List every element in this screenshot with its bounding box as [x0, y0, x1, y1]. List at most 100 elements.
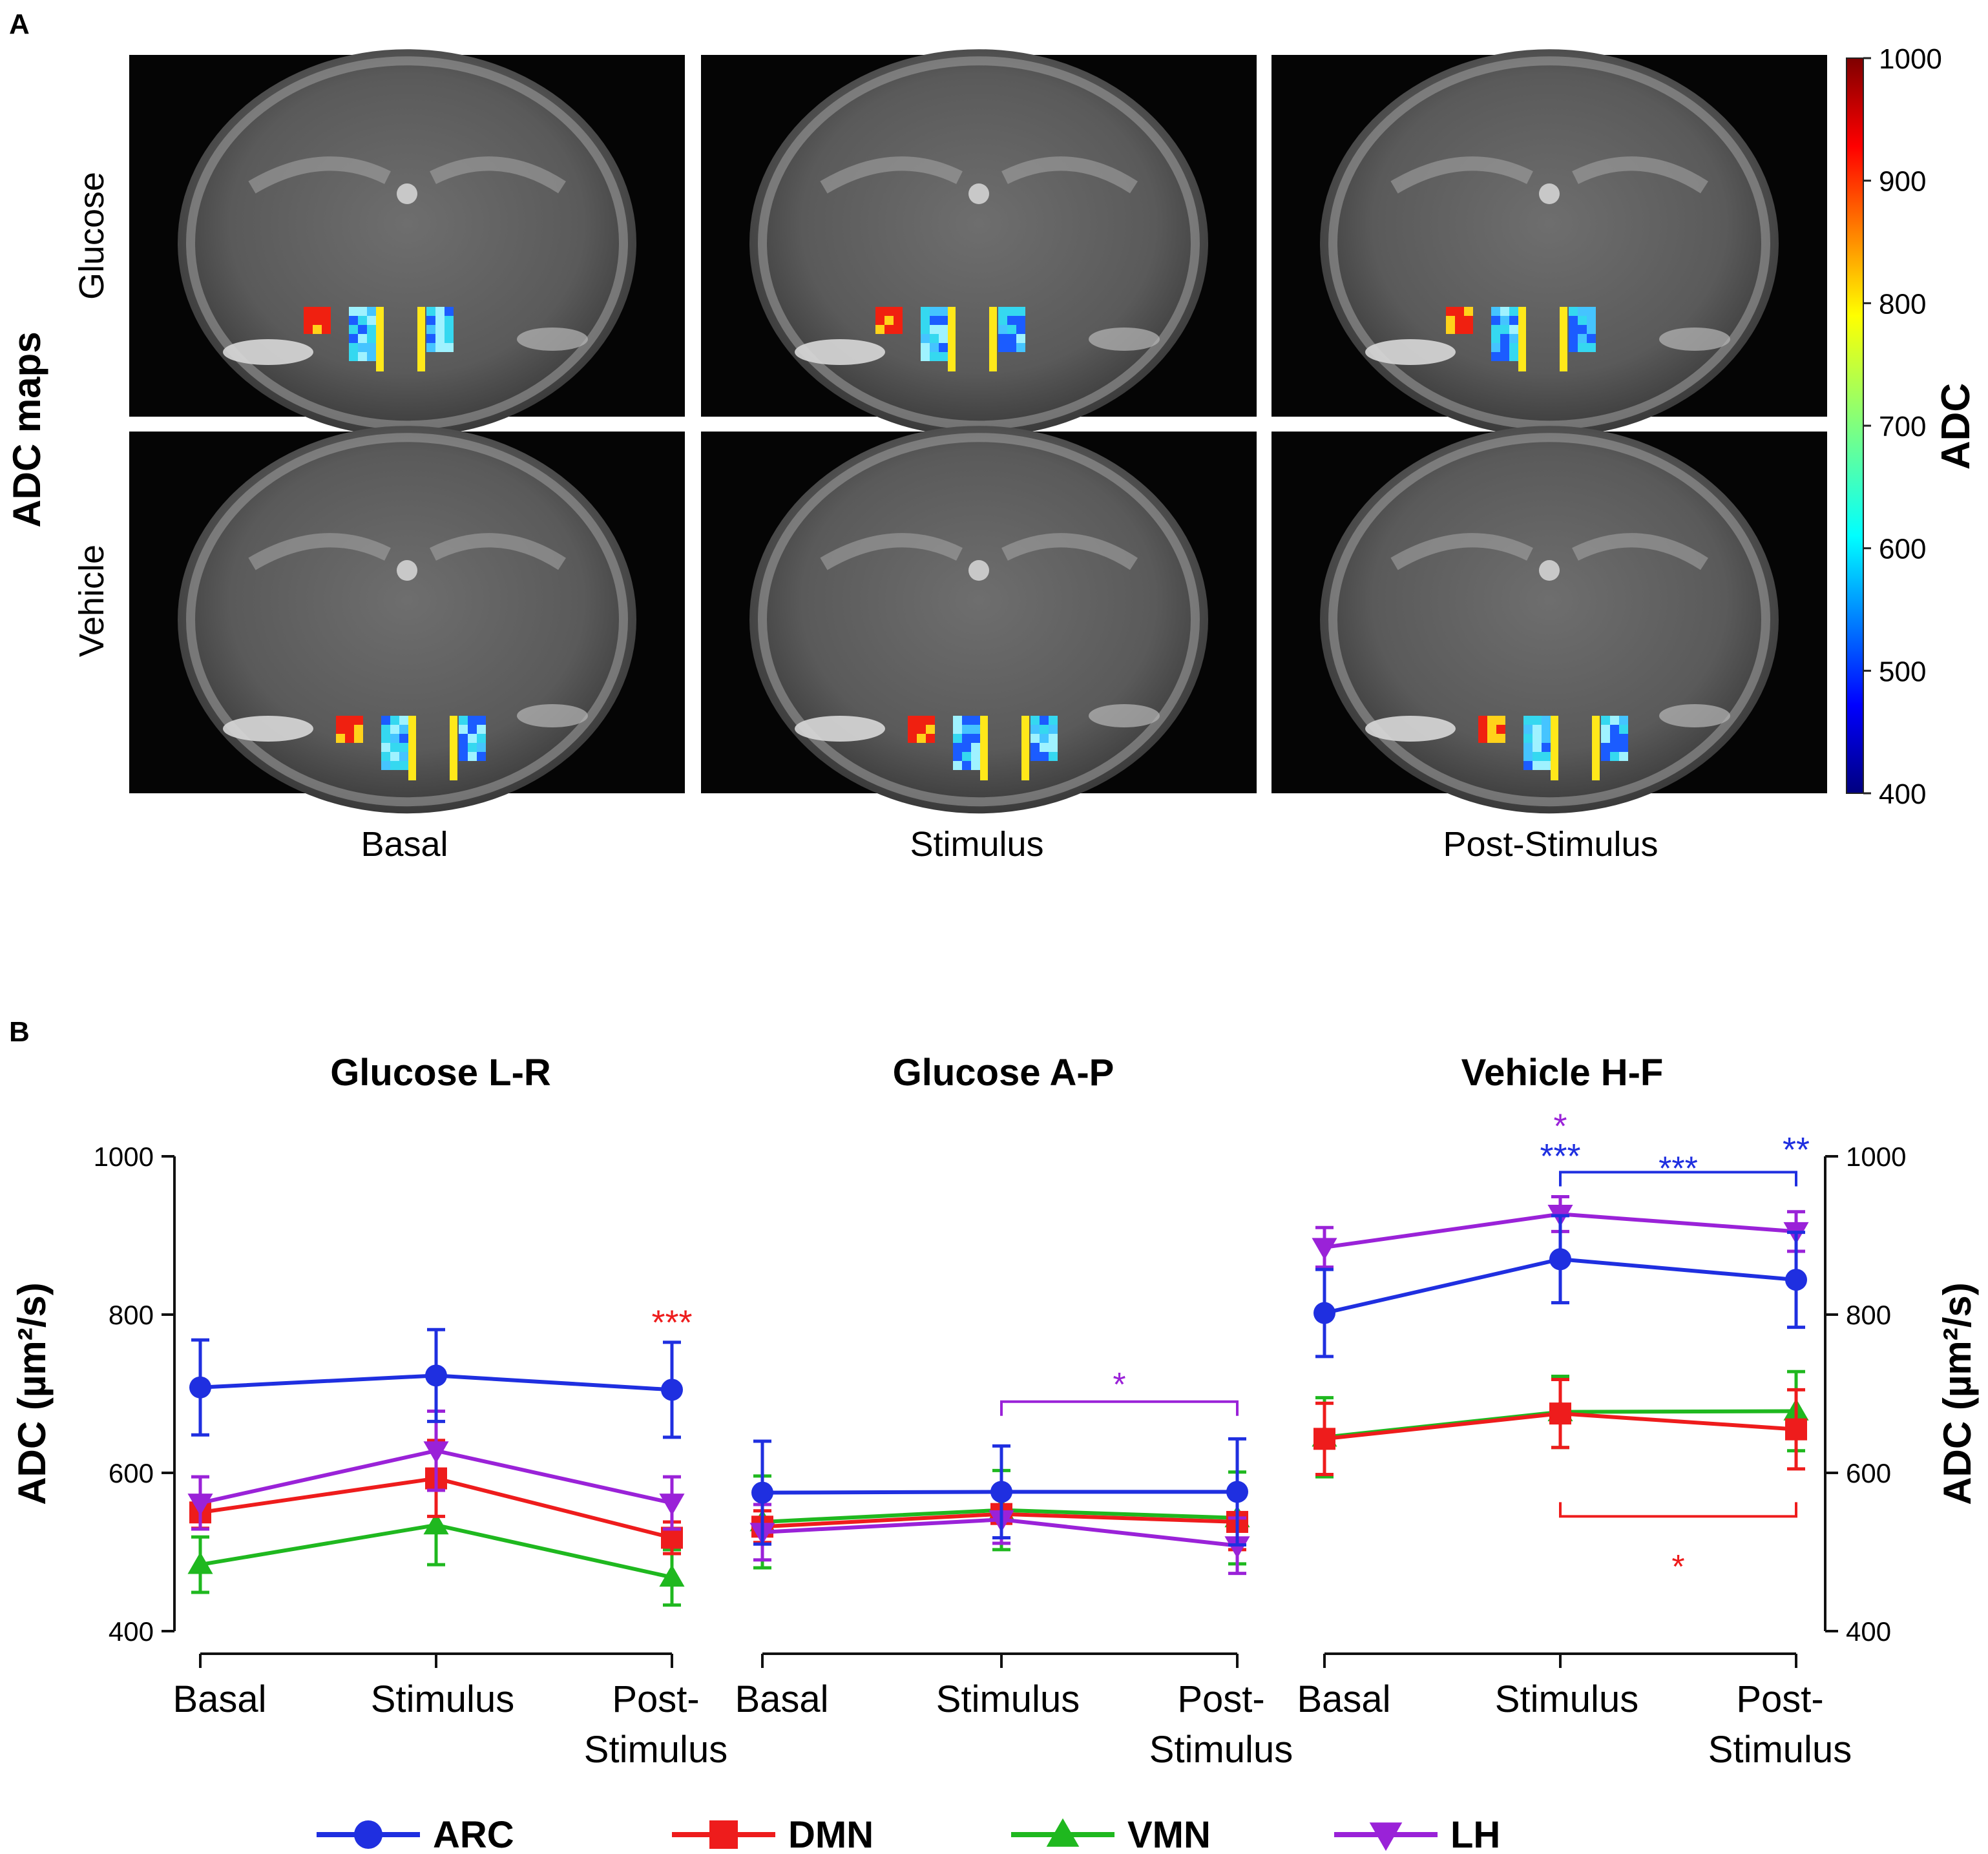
- adc-overlay-pixel: [1569, 316, 1578, 325]
- adc-overlay-pixel: [322, 307, 331, 316]
- adc-overlay-pixel: [1587, 334, 1596, 343]
- adc-overlay-pixel: [1610, 716, 1619, 725]
- adc-overlay-pixel: [962, 761, 971, 770]
- adc-overlay-pixel: [1478, 716, 1487, 725]
- y-axis-label: ADC (µm²/s): [10, 1282, 54, 1505]
- legend-label: VMN: [1127, 1814, 1211, 1854]
- legend-label: LH: [1450, 1814, 1500, 1854]
- adc-overlay-pixel: [390, 716, 399, 725]
- adc-overlay-pixel: [381, 734, 390, 743]
- adc-overlay-pixel: [998, 343, 1007, 352]
- adc-overlay-pixel: [468, 743, 477, 752]
- adc-overlay-pixel: [349, 343, 358, 352]
- legend-marker: [709, 1820, 738, 1849]
- data-point-marker: [659, 1565, 685, 1587]
- mri-tile: [701, 426, 1257, 814]
- adc-overlay-pixel: [962, 743, 971, 752]
- y-tick-label: 400: [109, 1616, 154, 1647]
- adc-overlay-pixel: [1619, 725, 1628, 734]
- adc-overlay-pixel: [917, 734, 926, 743]
- adc-overlay-pixel: [445, 307, 454, 316]
- y-tick-label: 800: [109, 1300, 154, 1330]
- adc-overlay-pixel: [962, 734, 971, 743]
- adc-overlay-pixel: [1049, 752, 1058, 761]
- corpus-callosum-right: [1572, 533, 1708, 570]
- adc-overlay-strip: [408, 716, 416, 780]
- adc-overlay-pixel: [1523, 725, 1533, 734]
- adc-overlay-pixel: [926, 734, 935, 743]
- adc-overlay-pixel: [349, 334, 358, 343]
- bright-tissue-right: [1089, 704, 1160, 727]
- series-arc: [1313, 1214, 1807, 1359]
- adc-overlay-pixel: [354, 725, 363, 734]
- adc-overlay-strip: [1021, 716, 1029, 780]
- legend-item-vmn: VMN: [1011, 1814, 1211, 1854]
- adc-overlay-pixel: [1031, 743, 1040, 752]
- adc-overlay-pixel: [953, 743, 962, 752]
- adc-overlay-pixel: [894, 307, 903, 316]
- line-chart: Glucose A-P Basal Stimulus Post- Stimulus *: [735, 1052, 1293, 1771]
- adc-overlay-pixel: [1040, 725, 1049, 734]
- x-axis: Basal Stimulus Post- Stimulus: [735, 1652, 1293, 1771]
- x-axis: Basal Stimulus Post- Stimulus: [173, 1652, 727, 1771]
- adc-overlay-pixel: [1031, 734, 1040, 743]
- colorbar-tick-label: 1000: [1879, 43, 1942, 75]
- adc-overlay-strip: [1518, 307, 1526, 371]
- data-point-marker: [1226, 1481, 1248, 1503]
- adc-overlay-pixel: [367, 325, 376, 334]
- adc-overlay-pixel: [953, 734, 962, 743]
- adc-overlay-pixel: [367, 307, 376, 316]
- adc-overlay-pixel: [1578, 334, 1587, 343]
- data-point-marker: [187, 1552, 213, 1574]
- colorbar-tick-label: 800: [1879, 288, 1926, 320]
- adc-overlay-pixel: [971, 725, 980, 734]
- adc-overlay-pixel: [971, 716, 980, 725]
- adc-overlay-pixel: [971, 734, 980, 743]
- adc-overlay-pixel: [1601, 725, 1610, 734]
- adc-overlay-pixel: [381, 752, 390, 761]
- adc-overlay-pixel: [367, 343, 376, 352]
- adc-maps-label: ADC maps: [5, 331, 48, 527]
- adc-overlay-pixel: [390, 743, 399, 752]
- corpus-callosum-left: [1390, 156, 1533, 194]
- adc-overlay-pixel: [921, 316, 930, 325]
- adc-overlay-pixel: [445, 325, 454, 334]
- adc-overlay-pixel: [1523, 716, 1533, 725]
- adc-overlay-pixel: [1610, 725, 1619, 734]
- adc-overlay-pixel: [894, 325, 903, 334]
- adc-overlay-pixel: [1587, 343, 1596, 352]
- adc-overlay-pixel: [930, 352, 939, 361]
- adc-overlay-pixel: [1464, 325, 1473, 334]
- adc-overlay-pixel: [304, 316, 313, 325]
- adc-overlay-pixel: [962, 716, 971, 725]
- adc-overlay-pixel: [1610, 734, 1619, 743]
- adc-overlay-pixel: [1542, 725, 1551, 734]
- brain-silhouette: [178, 49, 636, 437]
- y-tick-label: 800: [1846, 1300, 1891, 1330]
- colorbar-tick-label: 900: [1879, 166, 1926, 198]
- adc-overlay-pixel: [358, 325, 367, 334]
- brain-cortex-ring: [186, 56, 628, 430]
- adc-overlay-pixel: [1578, 325, 1587, 334]
- data-point-marker: [1312, 1238, 1337, 1260]
- data-point-marker: [1549, 1248, 1571, 1271]
- adc-overlay-pixel: [1601, 752, 1610, 761]
- adc-overlay-pixel: [345, 734, 354, 743]
- adc-overlay-strip: [989, 307, 997, 371]
- adc-overlay-pixel: [939, 316, 948, 325]
- adc-overlay-pixel: [1533, 743, 1542, 752]
- adc-overlay-pixel: [953, 716, 962, 725]
- corpus-callosum-left: [1390, 533, 1533, 570]
- adc-overlay-strip: [980, 716, 988, 780]
- adc-overlay-pixel: [939, 352, 948, 361]
- adc-overlay-pixel: [1500, 316, 1509, 325]
- adc-overlay-pixel: [1007, 334, 1016, 343]
- adc-overlay-pixel: [926, 716, 935, 725]
- data-point-marker: [423, 1512, 449, 1535]
- adc-overlay-pixel: [884, 307, 894, 316]
- adc-overlay-pixel: [1464, 307, 1473, 316]
- bright-tissue-left: [223, 339, 313, 365]
- adc-overlay-pixel: [1601, 716, 1610, 725]
- legend-label: DMN: [788, 1814, 874, 1854]
